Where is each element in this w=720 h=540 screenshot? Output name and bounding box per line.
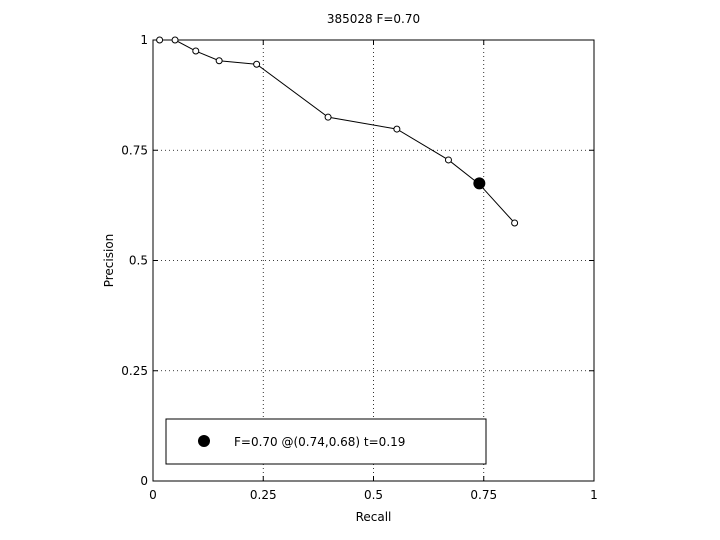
y-tick-label: 0.5 xyxy=(129,254,148,268)
data-point xyxy=(253,60,261,68)
legend-box xyxy=(165,418,487,465)
series-line xyxy=(159,39,515,224)
best-f-point xyxy=(473,177,486,190)
chart-title: 385028 F=0.70 xyxy=(327,12,420,26)
y-tick-label: 1 xyxy=(140,33,148,47)
x-tick-label: 1 xyxy=(590,488,598,502)
x-tick-label: 0.75 xyxy=(470,488,497,502)
data-point xyxy=(393,125,401,133)
data-point xyxy=(444,156,452,164)
y-axis-label: Precision xyxy=(102,234,116,288)
data-point xyxy=(324,113,332,121)
data-point xyxy=(511,219,519,227)
data-point xyxy=(171,36,179,44)
legend-label: F=0.70 @(0.74,0.68) t=0.19 xyxy=(234,435,405,449)
x-tick-label: 0.5 xyxy=(364,488,383,502)
data-point xyxy=(192,47,200,55)
legend-marker xyxy=(198,435,210,447)
y-tick-label: 0.75 xyxy=(121,143,148,157)
x-tick-label: 0.25 xyxy=(250,488,277,502)
x-tick-label: 0 xyxy=(149,488,157,502)
data-point xyxy=(156,36,164,44)
grid xyxy=(153,40,594,481)
series xyxy=(156,36,519,227)
data-point xyxy=(215,57,223,65)
legend: F=0.70 @(0.74,0.68) t=0.19 xyxy=(165,418,487,465)
y-tick-label: 0 xyxy=(140,474,148,488)
x-axis-label: Recall xyxy=(356,510,392,524)
y-tick-label: 0.25 xyxy=(121,364,148,378)
ticks: 0 0.25 0.5 0.75 1 0 0.25 0.5 0.75 1 xyxy=(121,33,598,502)
